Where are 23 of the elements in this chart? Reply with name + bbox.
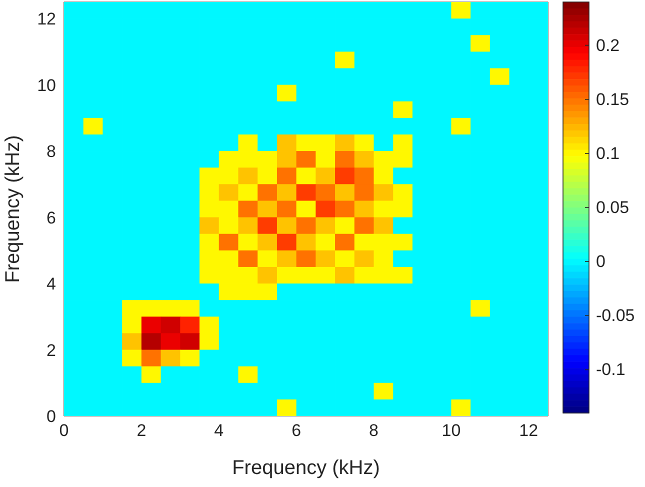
y-tick-label: 0 [46, 407, 56, 426]
color-bar-label: 0 [596, 252, 606, 272]
y-axis-title: Frequency (kHz) [2, 135, 24, 283]
y-tick-label: 6 [46, 208, 56, 228]
y-tick-label: 12 [37, 10, 56, 29]
x-tick-label: 12 [519, 421, 538, 440]
x-tick-label: 4 [214, 421, 224, 440]
y-tick-label: 4 [46, 274, 56, 294]
x-tick-label: 0 [59, 421, 69, 440]
y-tick-label: 8 [46, 142, 56, 162]
y-tick-label: 10 [37, 76, 56, 95]
color-bar-label: -0.05 [596, 306, 635, 326]
color-bar-label: -0.1 [596, 360, 626, 380]
x-axis-title: Frequency (kHz) [232, 457, 380, 479]
x-tick-label: 8 [369, 421, 378, 440]
y-tick-label: 2 [46, 340, 56, 360]
x-tick-label: 10 [442, 421, 461, 440]
color-bar-label: 0.1 [596, 144, 620, 163]
x-tick-label: 6 [292, 421, 302, 440]
color-bar-label: 0.2 [596, 36, 620, 55]
color-bar-label: 0.15 [596, 90, 630, 109]
color-bar-label: 0.05 [596, 198, 630, 217]
x-tick-label: 2 [136, 421, 146, 440]
